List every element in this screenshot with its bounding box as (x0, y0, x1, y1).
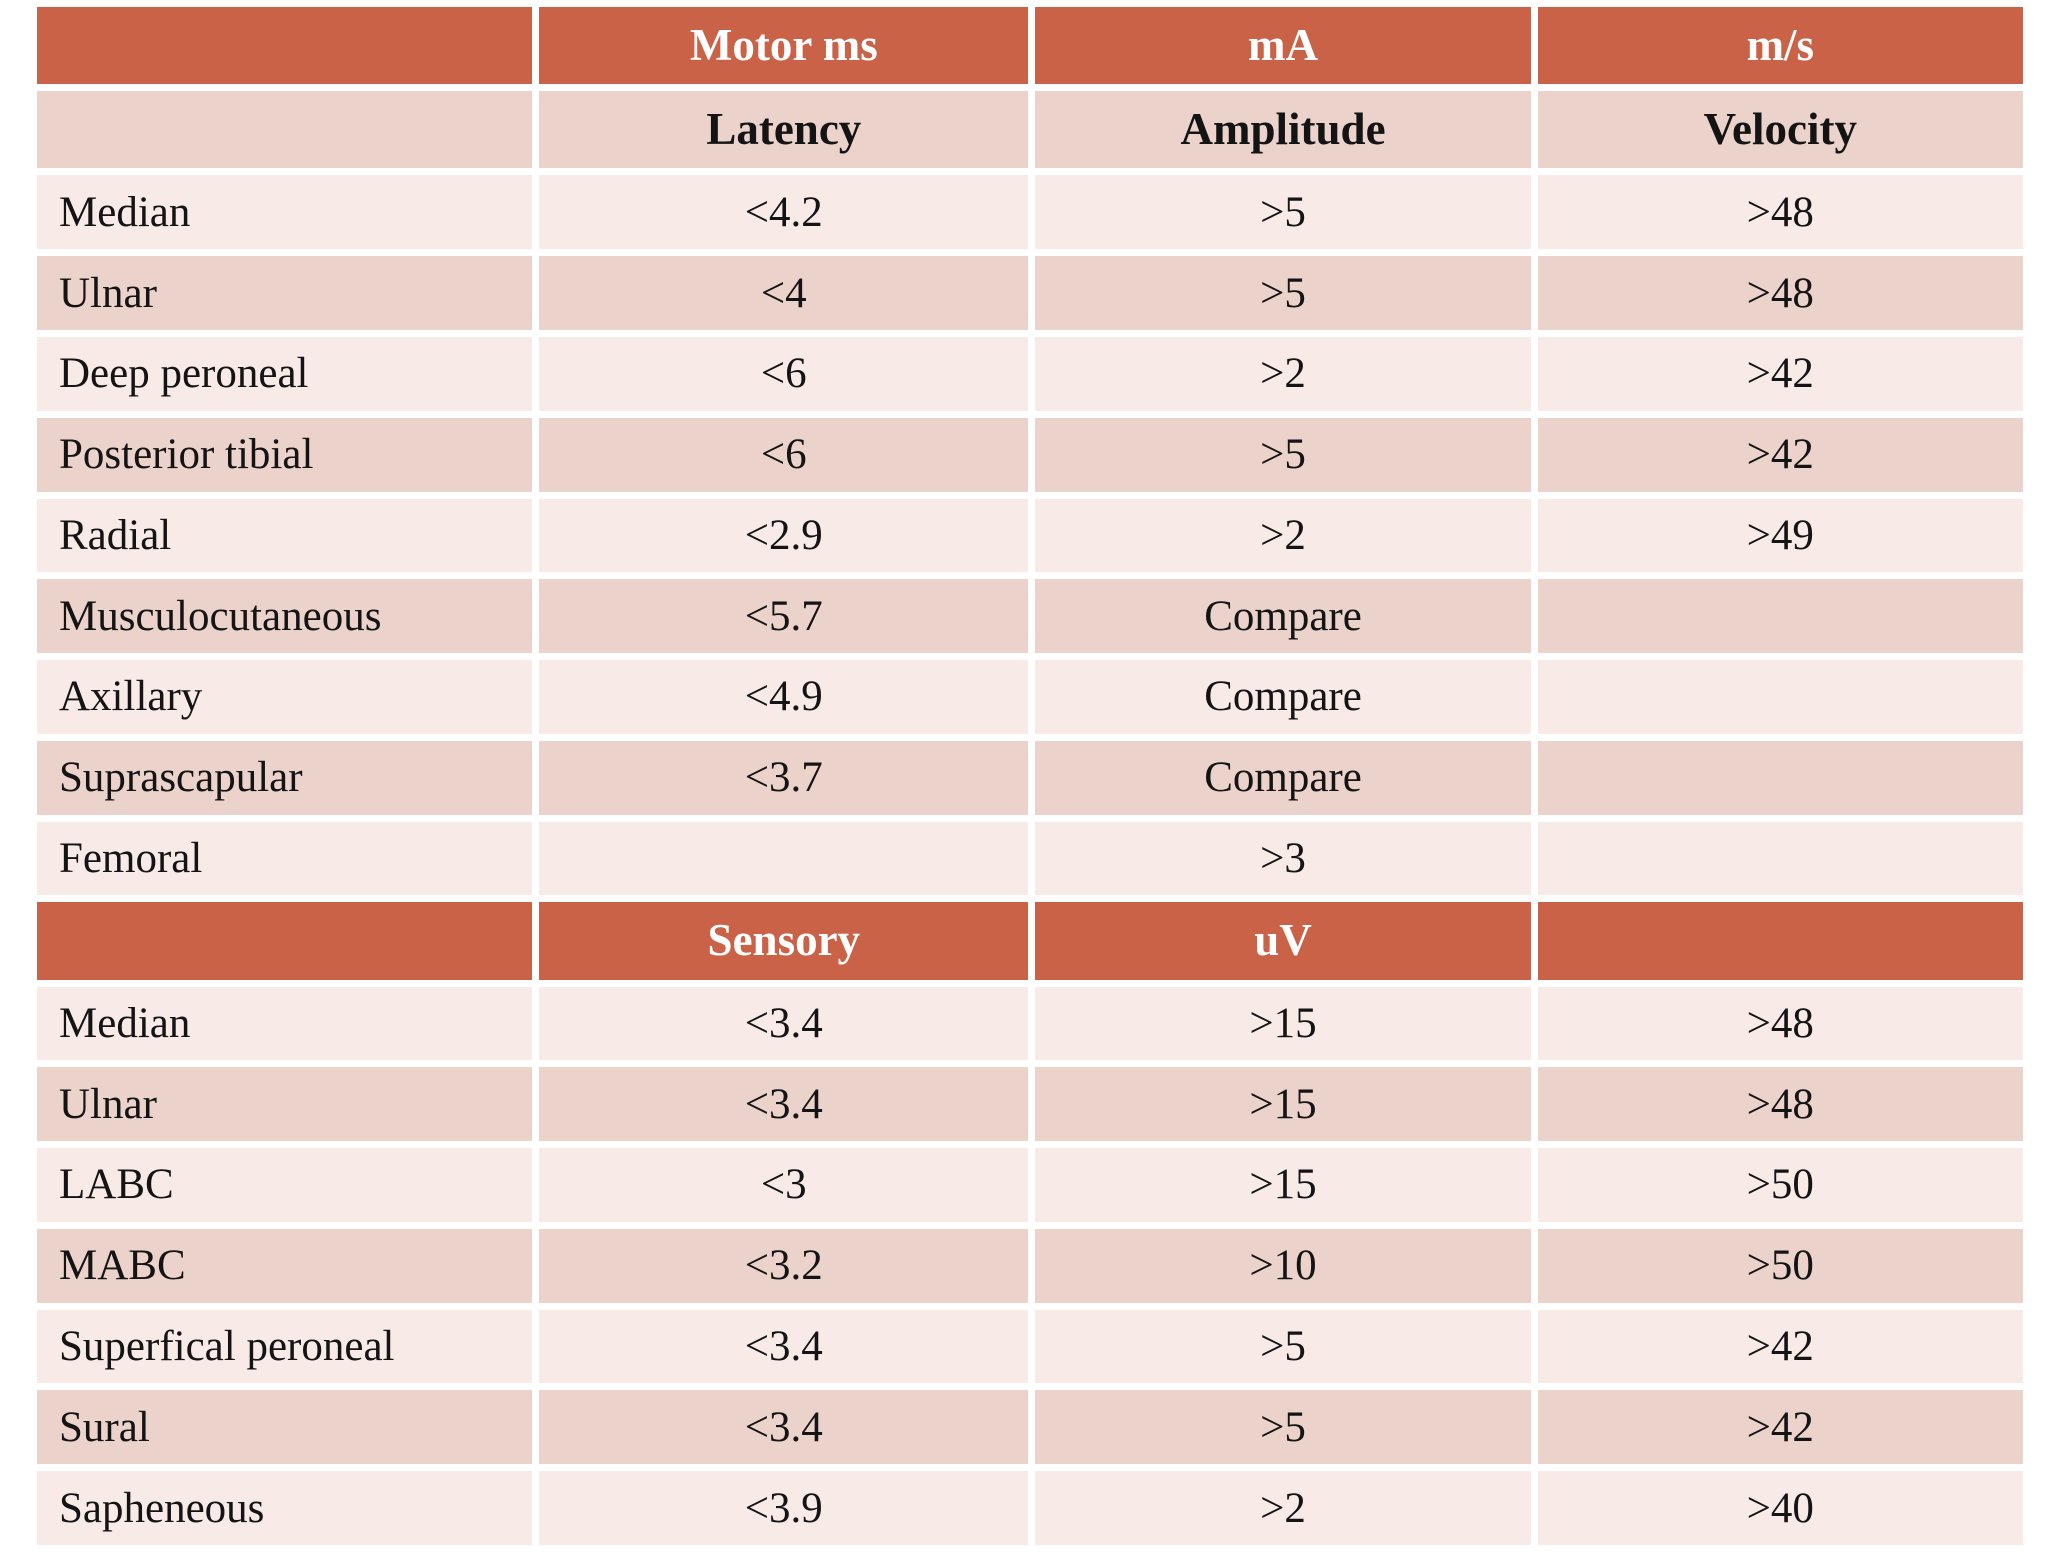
amplitude-cell: >2 (1035, 1471, 1531, 1545)
table-row: Ulnar <3.4 >15 >48 (37, 1067, 2023, 1142)
latency-cell: <4 (539, 256, 1029, 330)
amplitude-cell: >5 (1035, 1309, 1531, 1384)
velocity-cell: >49 (1537, 498, 2023, 573)
nerve-conduction-reference-table: Motor ms mA m/s Latency Amplitude Veloci… (30, 0, 2030, 1552)
amplitude-cell: >5 (1035, 417, 1531, 492)
velocity-cell: >42 (1537, 417, 2023, 492)
column-header-ma: mA (1035, 7, 1531, 85)
column-header-ms: m/s (1537, 7, 2023, 85)
amplitude-cell: Compare (1035, 660, 1531, 734)
latency-cell: <3.4 (539, 986, 1029, 1061)
row-label: Radial (37, 498, 533, 573)
column-header-amplitude: Amplitude (1035, 91, 1531, 169)
row-label: Femoral (37, 821, 533, 896)
latency-cell: <6 (539, 336, 1029, 411)
latency-cell: <3.9 (539, 1471, 1029, 1545)
velocity-cell: >48 (1537, 986, 2023, 1061)
row-label: Ulnar (37, 256, 533, 330)
row-label: Median (37, 175, 533, 250)
velocity-cell: >42 (1537, 336, 2023, 411)
table-row: Superfical peroneal <3.4 >5 >42 (37, 1309, 2023, 1384)
row-label: Sural (37, 1390, 533, 1465)
table-row: Posterior tibial <6 >5 >42 (37, 417, 2023, 492)
velocity-cell: >48 (1537, 1067, 2023, 1142)
corner-cell (37, 902, 533, 980)
table-row: Sural <3.4 >5 >42 (37, 1390, 2023, 1465)
row-label: MABC (37, 1228, 533, 1303)
table-row: Deep peroneal <6 >2 >42 (37, 336, 2023, 411)
latency-cell (539, 821, 1029, 896)
latency-cell: <4.2 (539, 175, 1029, 250)
row-label: Median (37, 986, 533, 1061)
latency-cell: <3.7 (539, 740, 1029, 815)
motor-measure-header-row: Latency Amplitude Velocity (37, 91, 2023, 169)
column-header-velocity: Velocity (1537, 91, 2023, 169)
velocity-cell: >40 (1537, 1471, 2023, 1545)
table-row: Musculocutaneous <5.7 Compare (37, 579, 2023, 654)
velocity-cell: >42 (1537, 1390, 2023, 1465)
amplitude-cell: >10 (1035, 1228, 1531, 1303)
row-label: Ulnar (37, 1067, 533, 1142)
latency-cell: <3.4 (539, 1309, 1029, 1384)
table-row: Axillary <4.9 Compare (37, 660, 2023, 734)
table-row: Suprascapular <3.7 Compare (37, 740, 2023, 815)
row-label: Musculocutaneous (37, 579, 533, 654)
table-row: LABC <3 >15 >50 (37, 1148, 2023, 1222)
velocity-cell (1537, 821, 2023, 896)
velocity-cell: >48 (1537, 256, 2023, 330)
row-label: Posterior tibial (37, 417, 533, 492)
column-header-blank (1537, 902, 2023, 980)
velocity-cell: >50 (1537, 1148, 2023, 1222)
velocity-cell: >48 (1537, 175, 2023, 250)
table-row: Sapheneous <3.9 >2 >40 (37, 1471, 2023, 1545)
table-row: MABC <3.2 >10 >50 (37, 1228, 2023, 1303)
amplitude-cell: >15 (1035, 1067, 1531, 1142)
latency-cell: <2.9 (539, 498, 1029, 573)
amplitude-cell: >2 (1035, 336, 1531, 411)
row-label: Superfical peroneal (37, 1309, 533, 1384)
latency-cell: <3.4 (539, 1390, 1029, 1465)
column-header-latency: Latency (539, 91, 1029, 169)
amplitude-cell: >15 (1035, 1148, 1531, 1222)
row-label: Axillary (37, 660, 533, 734)
table-row: Median <3.4 >15 >48 (37, 986, 2023, 1061)
velocity-cell (1537, 660, 2023, 734)
latency-cell: <3.2 (539, 1228, 1029, 1303)
column-header-motor-ms: Motor ms (539, 7, 1029, 85)
amplitude-cell: >3 (1035, 821, 1531, 896)
table-row: Median <4.2 >5 >48 (37, 175, 2023, 250)
amplitude-cell: Compare (1035, 579, 1531, 654)
amplitude-cell: >2 (1035, 498, 1531, 573)
latency-cell: <5.7 (539, 579, 1029, 654)
latency-cell: <3 (539, 1148, 1029, 1222)
column-header-sensory: Sensory (539, 902, 1029, 980)
motor-unit-header-row: Motor ms mA m/s (37, 7, 2023, 85)
amplitude-cell: >5 (1035, 175, 1531, 250)
latency-cell: <4.9 (539, 660, 1029, 734)
row-label: Sapheneous (37, 1471, 533, 1545)
velocity-cell: >42 (1537, 1309, 2023, 1384)
velocity-cell (1537, 579, 2023, 654)
velocity-cell (1537, 740, 2023, 815)
table-row: Ulnar <4 >5 >48 (37, 256, 2023, 330)
latency-cell: <3.4 (539, 1067, 1029, 1142)
corner-cell (37, 7, 533, 85)
row-label: Suprascapular (37, 740, 533, 815)
latency-cell: <6 (539, 417, 1029, 492)
velocity-cell: >50 (1537, 1228, 2023, 1303)
amplitude-cell: >5 (1035, 1390, 1531, 1465)
amplitude-cell: >15 (1035, 986, 1531, 1061)
column-header-uv: uV (1035, 902, 1531, 980)
amplitude-cell: >5 (1035, 256, 1531, 330)
amplitude-cell: Compare (1035, 740, 1531, 815)
table-row: Radial <2.9 >2 >49 (37, 498, 2023, 573)
table-row: Femoral >3 (37, 821, 2023, 896)
row-label: LABC (37, 1148, 533, 1222)
sensory-unit-header-row: Sensory uV (37, 902, 2023, 980)
corner-cell (37, 91, 533, 169)
row-label: Deep peroneal (37, 336, 533, 411)
